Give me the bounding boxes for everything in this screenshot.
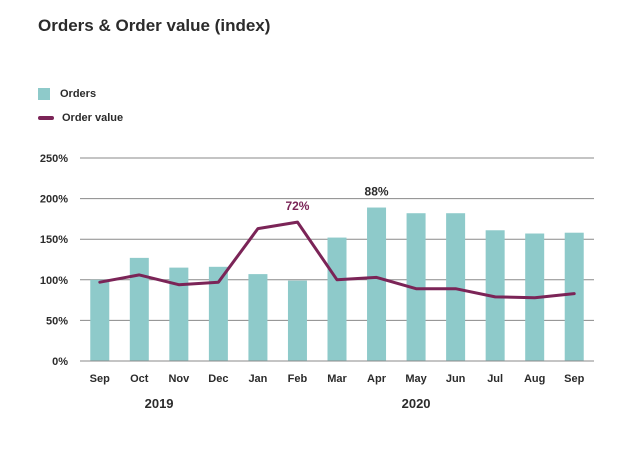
legend-swatch-orders: [38, 88, 50, 100]
x-tick-label: Jun: [446, 373, 466, 385]
bar-orders-sep: [90, 279, 110, 361]
line-order-value: [98, 220, 576, 300]
x-tick-label: Nov: [168, 373, 190, 385]
annotation-label: 88%: [365, 185, 389, 199]
bar-orders-nov: [169, 267, 189, 361]
x-tick-label: Sep: [90, 373, 110, 385]
y-tick-label: 250%: [40, 153, 68, 165]
x-tick-label: Dec: [208, 373, 228, 385]
bar-orders-apr: [367, 207, 387, 361]
x-tick-label: Jan: [248, 373, 267, 385]
x-tick-label: Mar: [327, 373, 347, 385]
y-tick-label: 100%: [40, 275, 68, 287]
y-tick-label: 0%: [52, 356, 68, 368]
bar-orders-jan: [248, 274, 268, 361]
legend-item-orders: Orders: [38, 82, 123, 106]
bar-orders-jun: [446, 213, 466, 361]
x-tick-label: Jul: [487, 373, 503, 385]
bar-orders-mar: [327, 237, 347, 361]
bar-orders-may: [406, 213, 426, 361]
x-tick-label: Apr: [367, 373, 387, 385]
year-label: 2020: [402, 396, 431, 411]
annotation-label: 72%: [285, 199, 309, 213]
bar-orders-dec: [208, 266, 228, 361]
x-tick-label: May: [405, 373, 427, 385]
legend-label-order-value: Order value: [62, 112, 124, 124]
legend-item-order-value: Order value: [38, 106, 123, 130]
legend: Orders Order value: [38, 82, 123, 130]
x-tick-label: Aug: [524, 373, 545, 385]
legend-swatch-order-value: [38, 116, 54, 120]
y-tick-label: 150%: [40, 234, 68, 246]
y-tick-label: 200%: [40, 194, 68, 206]
x-tick-label: Feb: [288, 373, 308, 385]
y-tick-label: 50%: [46, 315, 68, 327]
legend-label-orders: Orders: [60, 88, 97, 100]
bar-orders-feb: [287, 280, 307, 361]
chart-title: Orders & Order value (index): [38, 16, 271, 35]
bar-orders-sep: [564, 232, 584, 361]
x-tick-label: Oct: [130, 373, 149, 385]
bar-orders-oct: [129, 257, 149, 361]
year-label: 2019: [145, 396, 174, 411]
x-tick-label: Sep: [564, 373, 584, 385]
